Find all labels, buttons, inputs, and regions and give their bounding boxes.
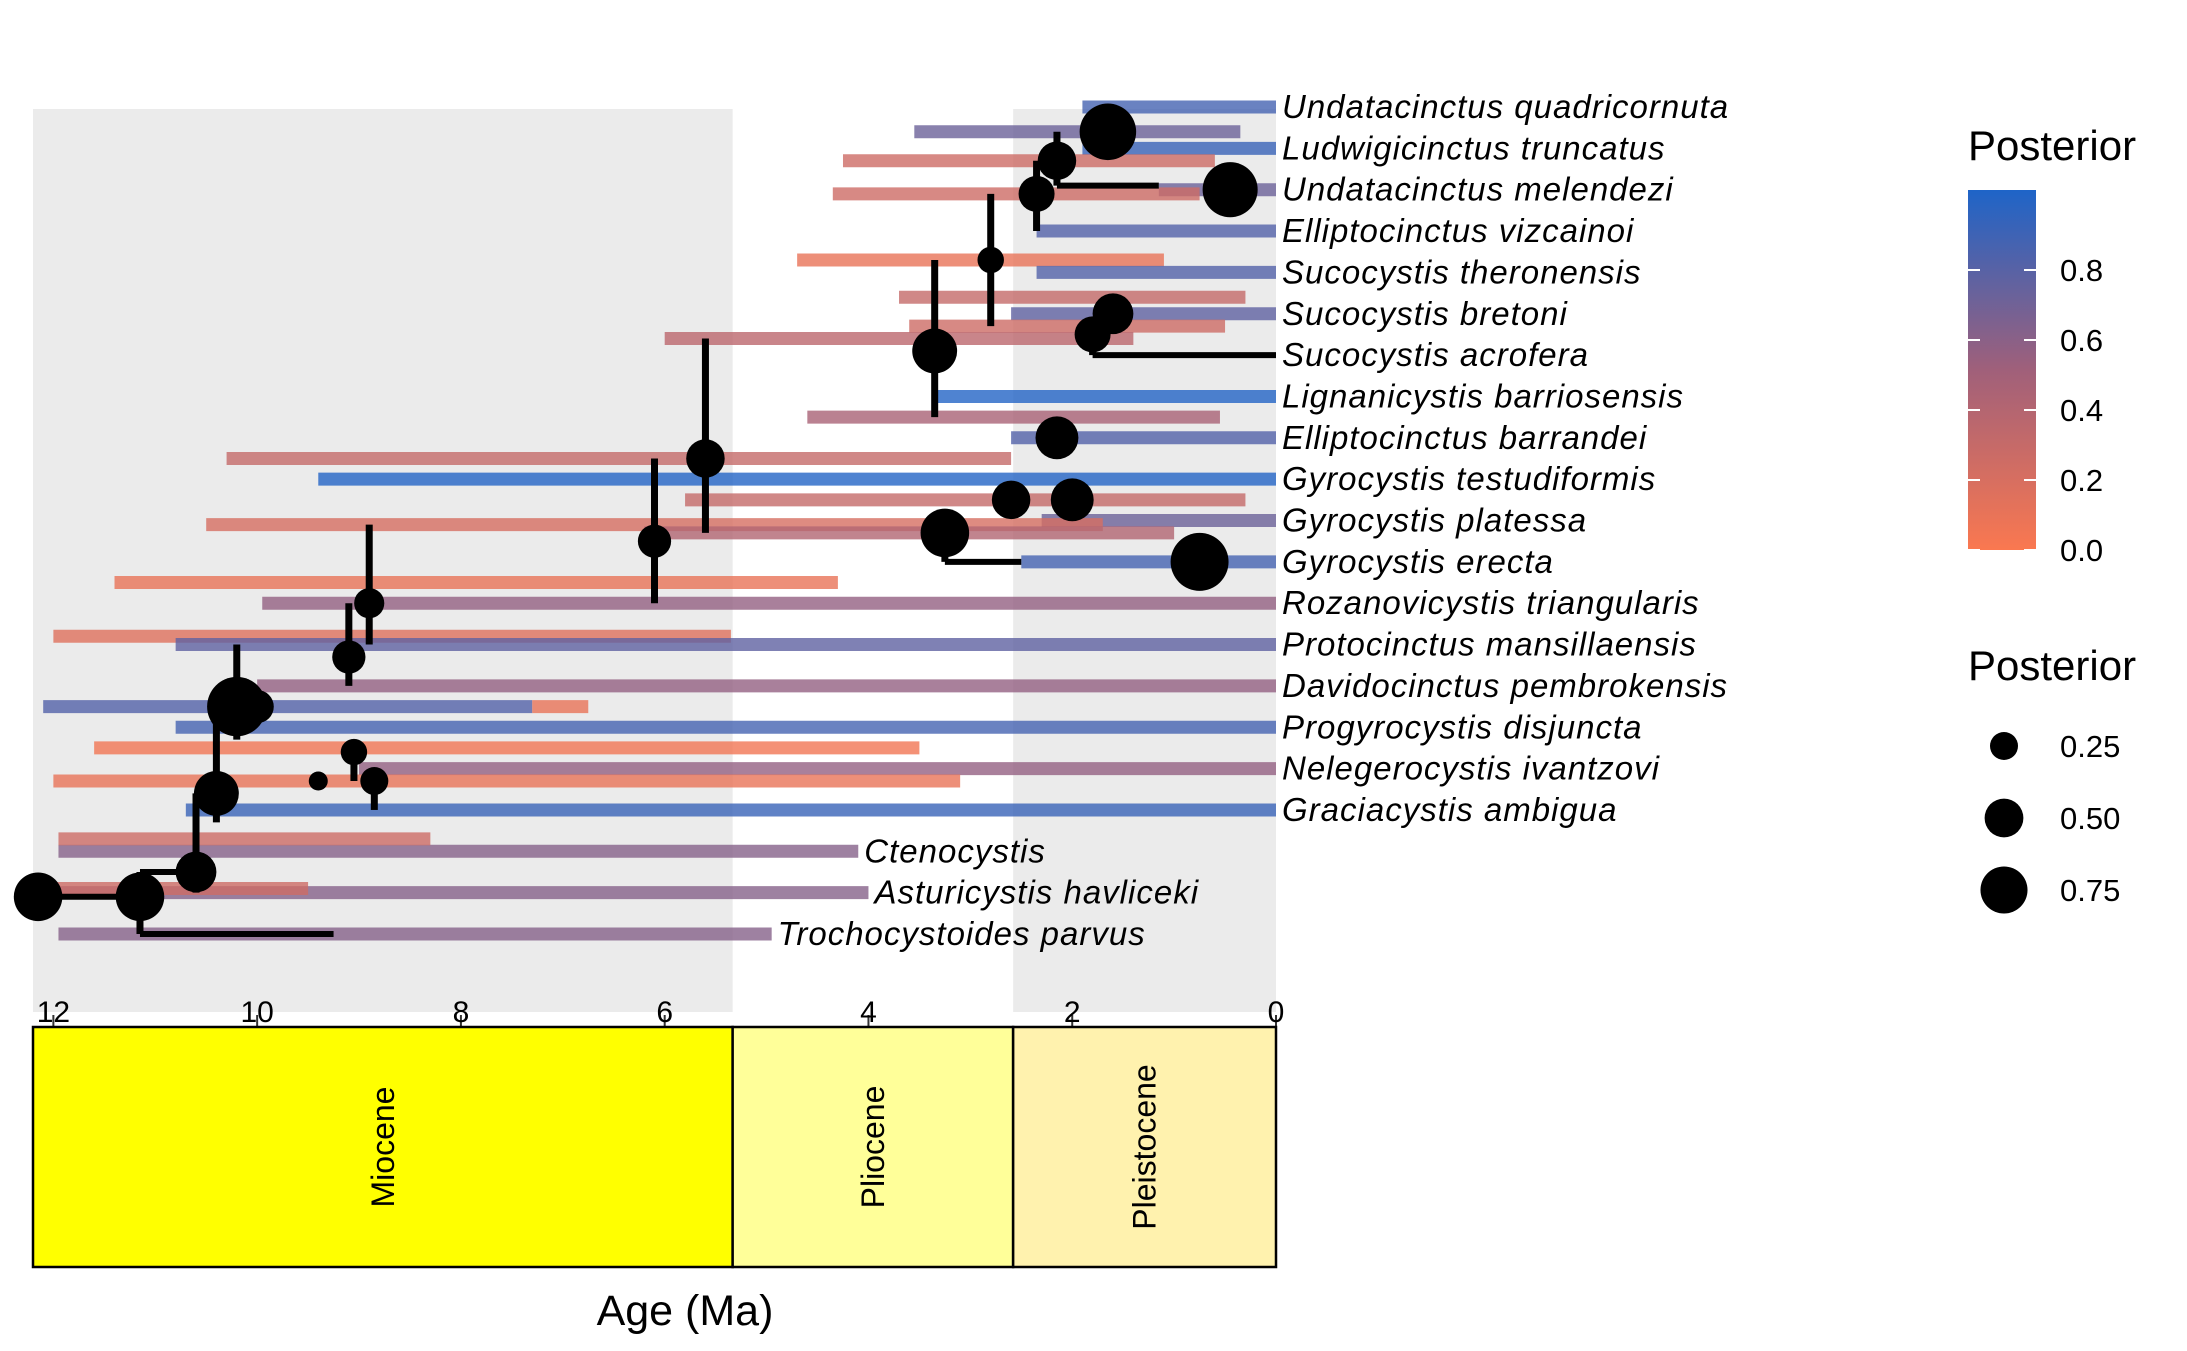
x-tick-label-4: 4: [860, 996, 877, 1029]
color-legend-label-1: 0.2: [2060, 463, 2103, 498]
node-point-n11: [977, 246, 1004, 274]
color-legend-label-4: 0.8: [2060, 253, 2103, 288]
node-point-n17: [1092, 293, 1134, 335]
tip-label-3: Undatacinctus melendezi: [1282, 171, 1674, 208]
tip-label-7: Sucocystis acrofera: [1282, 336, 1589, 373]
node-point-n9: [686, 439, 725, 478]
x-tick-label-6: 0: [1268, 996, 1285, 1029]
tip-label-8: Lignanicystis barriosensis: [1282, 377, 1684, 414]
color-legend-label-2: 0.4: [2060, 393, 2103, 428]
epoch-box-miocene: [31, 1025, 734, 1269]
tip-label-19: Ctenocystis: [864, 832, 1046, 869]
node-point-n18: [1035, 416, 1079, 460]
x-axis: 12 10 8 6 4 2 0: [37, 996, 1285, 1029]
node-point-n23: [240, 689, 274, 724]
tip-label-21: Trochocystoides parvus: [778, 915, 1146, 952]
background-band-0: [33, 109, 733, 1012]
node-point-n12: [1018, 175, 1055, 212]
x-axis-title: Age (Ma): [597, 1287, 774, 1335]
epoch-label-pliocene: Pliocene: [855, 1086, 891, 1209]
node-point-n1: [13, 872, 63, 922]
tip-label-14: Protocinctus mansillaensis: [1282, 626, 1697, 663]
epoch-bar: Miocene Pliocene Pleistocene: [31, 1025, 1278, 1269]
range-bars: [43, 100, 1276, 941]
tip-label-11: Gyrocystis platessa: [1282, 502, 1587, 539]
node-point-n19: [991, 480, 1031, 520]
color-legend-title: Posterior: [1968, 122, 2136, 169]
x-tick-label-1: 10: [240, 996, 273, 1029]
size-legend-title: Posterior: [1968, 642, 2136, 689]
tip-label-4: Elliptocinctus vizcainoi: [1282, 212, 1635, 249]
tip-label-12: Gyrocystis erecta: [1282, 543, 1554, 580]
color-legend-label-0: 0.0: [2060, 533, 2103, 568]
tip-label-9: Elliptocinctus barrandei: [1282, 419, 1648, 456]
size-legend-dot-0: [1990, 732, 2018, 760]
node-point-n24: [340, 738, 368, 766]
x-tick-label-5: 2: [1064, 996, 1081, 1029]
tip-label-1: Undatacinctus quadricornuta: [1282, 88, 1729, 125]
node-point-n10: [912, 328, 958, 374]
tip-label-18: Graciacystis ambigua: [1282, 791, 1617, 828]
node-point-n20: [1050, 478, 1094, 522]
tip-label-13: Rozanovicystis triangularis: [1282, 584, 1700, 621]
tip-label-17: Nelegerocystis ivantzovi: [1282, 750, 1661, 787]
node-point-n25: [360, 766, 389, 796]
node-point-n4: [193, 770, 239, 816]
node-point-n26: [308, 771, 328, 791]
size-legend-label-0: 0.25: [2060, 729, 2120, 764]
node-point-n7: [354, 588, 385, 619]
epoch-box-pleistocene: [1011, 1025, 1278, 1269]
tip-label-5: Sucocystis theronensis: [1282, 253, 1642, 290]
size-legend-dot-1: [1984, 798, 2024, 838]
tip-label-16: Progyrocystis disjuncta: [1282, 708, 1642, 745]
size-legend-dot-2: [1980, 866, 2028, 914]
node-point-n8: [637, 524, 672, 558]
color-legend-label-3: 0.6: [2060, 323, 2103, 358]
tip-labels: Undatacinctus quadricornuta Ludwigicinctu…: [778, 88, 1729, 952]
epoch-box-pliocene: [731, 1025, 1015, 1269]
node-point-n14: [1079, 103, 1137, 161]
size-legend-label-1: 0.50: [2060, 801, 2120, 836]
node-point-n15: [1202, 162, 1258, 218]
node-points: [13, 103, 1258, 922]
node-point-n3: [175, 851, 217, 893]
node-point-n6: [332, 640, 366, 674]
x-tick-label-3: 6: [656, 996, 673, 1029]
node-point-n21: [920, 508, 970, 558]
epoch-label-pleistocene: Pleistocene: [1127, 1064, 1163, 1229]
color-legend-bar: [1968, 190, 2036, 550]
x-tick-label-0: 12: [37, 996, 70, 1029]
node-point-n22: [1170, 532, 1229, 591]
epoch-label-miocene: Miocene: [365, 1087, 401, 1208]
tip-label-2: Ludwigicinctus truncatus: [1282, 129, 1666, 166]
size-legend-label-2: 0.75: [2060, 873, 2120, 908]
node-point-n13: [1037, 141, 1077, 180]
tip-label-6: Sucocystis bretoni: [1282, 295, 1568, 332]
legends: Posterior 0.0 0.2 0.4 0.6 0.8 Posterior 0.25 0.5…: [1968, 122, 2136, 914]
node-point-n2: [115, 872, 165, 922]
tip-label-15: Davidocinctus pembrokensis: [1282, 667, 1728, 704]
x-tick-label-2: 8: [453, 996, 470, 1029]
tip-label-10: Gyrocystis testudiformis: [1282, 460, 1656, 497]
tip-label-20: Asturicystis havliceki: [872, 874, 1199, 911]
